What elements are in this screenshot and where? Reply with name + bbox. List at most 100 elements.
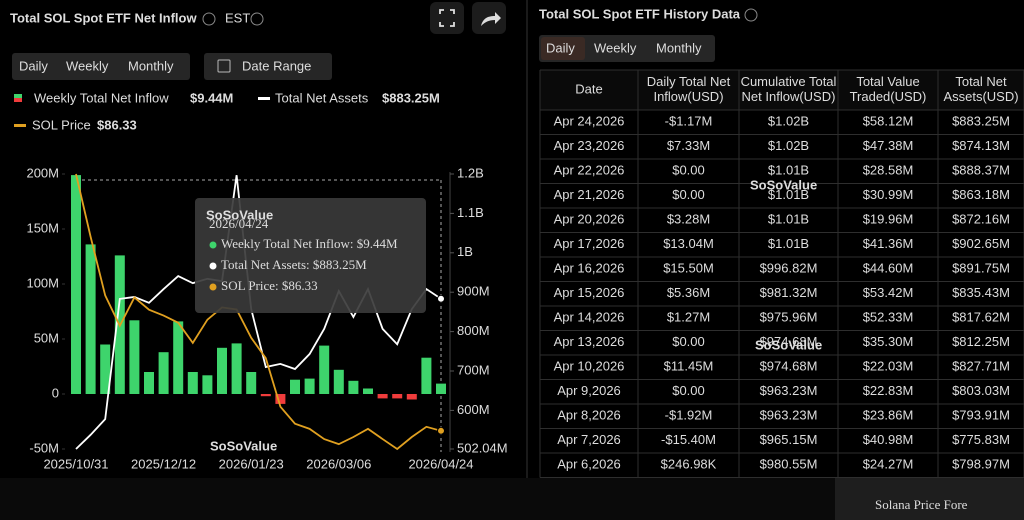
legend-value: $9.44M	[190, 90, 233, 105]
y-tick-label: 200M	[26, 165, 59, 180]
table-cell: Apr 22,2026	[554, 163, 625, 178]
column-header: Daily Total Net	[647, 74, 731, 89]
table-cell: $5.36M	[667, 285, 710, 300]
table-cell: $798.97M	[952, 457, 1010, 472]
table-cell: $835.43M	[952, 285, 1010, 300]
tab[interactable]: Monthly	[656, 40, 702, 55]
legend-label[interactable]: Total Net Assets	[275, 90, 369, 105]
table-cell: Apr 14,2026	[554, 310, 625, 325]
watermark: SoSoValue	[210, 438, 277, 453]
table-cell: Apr 7,2026	[557, 432, 621, 447]
watermark: SoSoValue	[206, 207, 273, 222]
bar	[187, 372, 198, 394]
x-tick-label: 2026/01/23	[219, 456, 284, 471]
table-cell: Apr 9,2026	[557, 383, 621, 398]
column-header: Total Value	[856, 74, 919, 89]
column-header: Date	[575, 81, 602, 96]
column-header: Inflow(USD)	[653, 89, 723, 104]
tab[interactable]: Monthly	[128, 58, 174, 73]
table-cell: $980.55M	[760, 457, 818, 472]
table-cell: -$1.17M	[665, 114, 713, 129]
fullscreen-icon	[439, 9, 455, 27]
table-cell: $58.12M	[863, 114, 914, 129]
table-cell: $888.37M	[952, 163, 1010, 178]
info-icon[interactable]	[202, 12, 216, 26]
column-header: Assets(USD)	[943, 89, 1018, 104]
legend-swatch	[14, 98, 22, 102]
table-cell: $0.00	[672, 163, 705, 178]
bar	[100, 344, 111, 394]
bar	[173, 321, 184, 394]
table-cell: $874.13M	[952, 138, 1010, 153]
table-cell: $11.45M	[664, 359, 714, 374]
y-tick-label: 100M	[26, 275, 59, 290]
tooltip-dot	[209, 283, 217, 291]
table-cell: Apr 24,2026	[554, 114, 625, 129]
table-cell: $1.01B	[768, 236, 809, 251]
table-cell: $1.02B	[768, 114, 809, 129]
legend-swatch	[258, 97, 270, 100]
tab-group	[12, 53, 190, 80]
y-tick-label: 150M	[26, 220, 59, 235]
line	[75, 175, 442, 450]
table-cell: $44.60M	[863, 261, 914, 276]
bar	[202, 375, 213, 394]
bar	[392, 394, 403, 399]
chart-title: Total SOL Spot ETF Net Inflow	[10, 10, 197, 25]
x-tick-label: 2025/12/12	[131, 456, 196, 471]
table-cell: $23.86M	[863, 408, 914, 423]
info-icon[interactable]	[744, 8, 758, 22]
y-tick-label: -50M	[29, 440, 59, 455]
table-cell: $41.36M	[863, 236, 914, 251]
tooltip: SoSoValue 2026/04/24 Weekly Total Net In…	[195, 198, 426, 313]
y2-tick-label: 800M	[457, 323, 490, 338]
end-dot	[437, 426, 445, 435]
table-cell: $52.33M	[863, 310, 914, 325]
tab[interactable]: Daily	[19, 58, 48, 73]
tab-active[interactable]: Daily	[546, 40, 575, 55]
bar	[377, 394, 388, 399]
bar	[129, 320, 140, 394]
table-cell: $965.15M	[760, 432, 818, 447]
date-range-label: Date Range	[242, 58, 311, 73]
table-title: Total SOL Spot ETF History Data	[539, 6, 741, 21]
tooltip-dot	[209, 241, 217, 249]
plot: 200M 150M 100M 50M 0 -50M 1.2B 1.1B 1B 900M 800M 70…	[26, 165, 507, 471]
calendar-icon	[217, 59, 231, 73]
table-cell: Apr 16,2026	[554, 261, 625, 276]
tab[interactable]: Weekly	[594, 40, 637, 55]
table-cell: Apr 13,2026	[554, 334, 625, 349]
table-cell: $793.91M	[952, 408, 1010, 423]
info-icon[interactable]	[250, 12, 264, 26]
y2-tick-label: 900M	[457, 284, 490, 299]
table-cell: $53.42M	[863, 285, 914, 300]
table-cell: $3.28M	[667, 212, 710, 227]
bar	[217, 347, 227, 394]
bar	[71, 175, 81, 394]
bar	[231, 343, 242, 394]
bar	[158, 352, 169, 394]
line	[75, 173, 442, 451]
fullscreen-button[interactable]	[430, 2, 464, 34]
table-cell: $963.23M	[760, 383, 818, 398]
x-tick-label: 2026/03/06	[306, 456, 371, 471]
tooltip-box	[195, 198, 426, 313]
table-cell: Apr 23,2026	[554, 138, 625, 153]
table-cell: $0.00	[672, 187, 705, 202]
legend-swatch	[14, 124, 26, 127]
legend-label[interactable]: SOL Price	[32, 117, 91, 132]
y2-tick-label: 502.04M	[457, 440, 508, 455]
table-cell: $775.83M	[952, 432, 1010, 447]
date-range-button[interactable]	[204, 53, 332, 80]
table-cell: $15.50M	[663, 261, 714, 276]
bar	[406, 394, 417, 400]
bar	[246, 372, 257, 394]
table-cell: -$15.40M	[661, 432, 716, 447]
tab-active[interactable]: Weekly	[66, 58, 109, 73]
table-cell: $872.16M	[952, 212, 1010, 227]
bar	[304, 378, 315, 394]
y-tick-label: 0	[52, 385, 59, 400]
table-cell: Apr 15,2026	[554, 285, 625, 300]
watermark: SoSoValue	[755, 337, 822, 352]
legend-label[interactable]: Weekly Total Net Inflow	[34, 90, 169, 105]
